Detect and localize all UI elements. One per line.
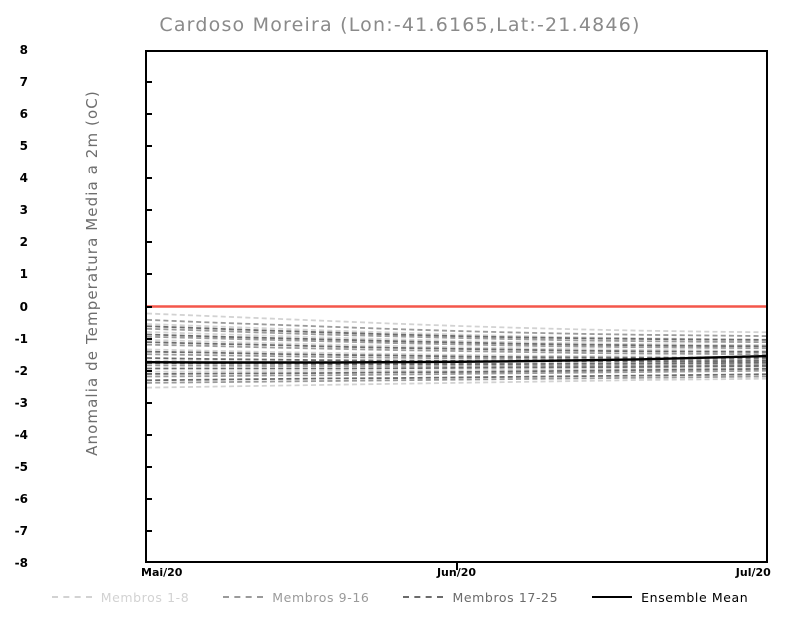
y-tick-label: 3 — [19, 203, 28, 218]
ensemble-member-line — [147, 345, 766, 355]
ensemble-member-line — [147, 332, 766, 345]
y-tick-mark — [145, 273, 152, 276]
ensemble-member-line — [147, 354, 766, 359]
y-tick-mark — [145, 369, 152, 372]
chart-title: Cardoso Moreira (Lon:-41.6165,Lat:-21.48… — [159, 14, 641, 36]
y-tick-label: 4 — [19, 171, 28, 186]
y-tick-label: -3 — [14, 395, 28, 410]
plot-area — [145, 50, 768, 563]
ensemble-member-line — [147, 326, 766, 340]
ensemble-member-line — [147, 376, 766, 382]
y-tick-label: -2 — [14, 363, 28, 378]
legend-swatch-2 — [223, 596, 264, 598]
x-tick-label: Mai/20 — [141, 566, 183, 579]
legend-entry[interactable]: Membros 1-8 — [51, 589, 190, 605]
ensemble-member-line — [147, 366, 766, 369]
ensemble-member-line — [147, 320, 766, 336]
legend-label: Membros 1-8 — [100, 589, 190, 605]
y-tick-label: 0 — [19, 299, 28, 314]
ensemble-member-line — [147, 334, 766, 346]
legend-swatch-1 — [51, 596, 92, 598]
y-tick-mark — [145, 145, 152, 148]
legend-label: Membros 9-16 — [272, 589, 370, 605]
legend-label: Ensemble Mean — [641, 589, 749, 605]
y-tick-label: 6 — [19, 107, 28, 122]
ensemble-member-line — [147, 329, 766, 342]
y-tick-mark — [145, 337, 152, 340]
y-tick-label: 8 — [19, 43, 28, 57]
ensemble-member-line — [147, 337, 766, 348]
ensemble-member-line — [147, 313, 766, 332]
y-tick-label: -6 — [14, 491, 28, 506]
legend-swatch-3 — [403, 596, 444, 598]
legend-entry[interactable]: Ensemble Mean — [592, 590, 748, 605]
y-tick-mark — [145, 401, 152, 404]
chart-legend: Membros 1-8 Membros 9-16 Membros 17-25 Ense… — [0, 586, 800, 608]
ensemble-member-line — [147, 342, 766, 352]
y-tick-mark — [145, 81, 152, 84]
y-tick-mark — [145, 209, 152, 212]
x-tick-label: Jul/20 — [735, 566, 771, 579]
y-tick-mark — [145, 177, 152, 180]
y-tick-mark — [145, 465, 152, 468]
ensemble-member-line — [147, 324, 766, 340]
ensemble-member-line — [147, 358, 766, 361]
y-axis-label: Anomalia de Temperatura Media a 2m (oC) — [83, 90, 101, 456]
y-tick-mark — [145, 497, 152, 500]
y-tick-label: 7 — [19, 75, 28, 90]
ensemble-member-line — [147, 371, 766, 377]
legend-label: Membros 17-25 — [452, 589, 559, 605]
series-layer — [147, 313, 766, 387]
y-tick-label: -7 — [14, 523, 28, 538]
y-tick-mark — [145, 529, 152, 532]
plot-canvas — [147, 52, 766, 561]
ensemble-member-line — [147, 340, 766, 351]
y-tick-mark — [145, 433, 152, 436]
ensemble-member-line — [147, 379, 766, 388]
ensemble-mean-line — [147, 356, 766, 362]
y-tick-label: -4 — [14, 427, 28, 442]
y-tick-label: 2 — [19, 235, 28, 250]
y-tick-mark — [145, 305, 152, 308]
legend-entry[interactable]: Membros 17-25 — [403, 590, 558, 605]
y-tick-label: 5 — [19, 139, 28, 154]
ensemble-member-line — [147, 367, 766, 371]
ensemble-mean-line — [147, 356, 766, 362]
ensemble-member-line — [147, 374, 766, 380]
y-tick-mark — [145, 241, 152, 244]
ensemble-member-line — [147, 369, 766, 374]
x-tick-mark — [455, 563, 458, 570]
ensemble-member-line — [147, 352, 766, 358]
ensemble-member-line — [147, 349, 766, 356]
legend-swatch-4 — [592, 596, 633, 598]
y-tick-label: -5 — [14, 459, 28, 474]
y-tick-mark — [145, 113, 152, 116]
y-tick-label: 1 — [19, 267, 28, 282]
legend-entry[interactable]: Membros 9-16 — [223, 590, 369, 605]
y-tick-label: -1 — [14, 331, 28, 346]
x-tick-label: Jun/20 — [436, 566, 477, 579]
ensemble-member-line — [147, 365, 766, 366]
y-tick-label: -8 — [14, 556, 28, 570]
